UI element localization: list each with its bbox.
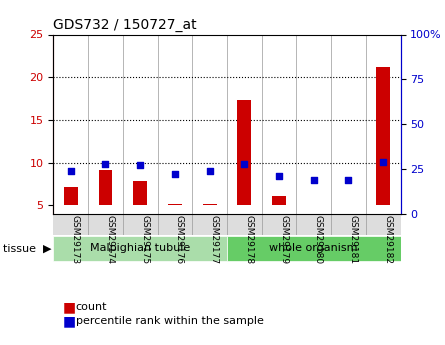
- Text: GSM29176: GSM29176: [175, 215, 184, 264]
- Point: [241, 161, 248, 166]
- Text: percentile rank within the sample: percentile rank within the sample: [76, 316, 263, 326]
- Text: GSM29181: GSM29181: [348, 215, 357, 264]
- Point: [137, 163, 144, 168]
- Bar: [133, 180, 147, 205]
- Bar: [202, 204, 217, 205]
- Text: GDS732 / 150727_at: GDS732 / 150727_at: [53, 18, 197, 32]
- Text: Malpighian tubule: Malpighian tubule: [90, 244, 190, 253]
- Text: ■: ■: [62, 314, 75, 328]
- Text: count: count: [76, 302, 107, 312]
- Point: [102, 161, 109, 166]
- FancyBboxPatch shape: [53, 236, 227, 261]
- Bar: [237, 100, 251, 205]
- Bar: [272, 196, 286, 205]
- Text: GSM29175: GSM29175: [140, 215, 149, 264]
- Text: tissue  ▶: tissue ▶: [3, 244, 52, 253]
- Text: GSM29182: GSM29182: [383, 215, 392, 264]
- Text: GSM29178: GSM29178: [244, 215, 253, 264]
- Point: [380, 159, 387, 165]
- Text: GSM29180: GSM29180: [314, 215, 323, 264]
- Point: [206, 168, 213, 174]
- Text: GSM29173: GSM29173: [71, 215, 80, 264]
- Text: ■: ■: [62, 300, 75, 314]
- Bar: [168, 204, 182, 205]
- Text: whole organism: whole organism: [270, 244, 358, 253]
- Point: [275, 174, 283, 179]
- Point: [67, 168, 74, 174]
- Text: GSM29177: GSM29177: [210, 215, 218, 264]
- FancyBboxPatch shape: [227, 236, 400, 261]
- Bar: [376, 67, 390, 205]
- Point: [310, 177, 317, 183]
- Bar: [98, 170, 113, 205]
- Bar: [64, 187, 78, 205]
- Text: GSM29179: GSM29179: [279, 215, 288, 264]
- Point: [345, 177, 352, 183]
- Point: [171, 172, 178, 177]
- Text: GSM29174: GSM29174: [105, 215, 114, 264]
